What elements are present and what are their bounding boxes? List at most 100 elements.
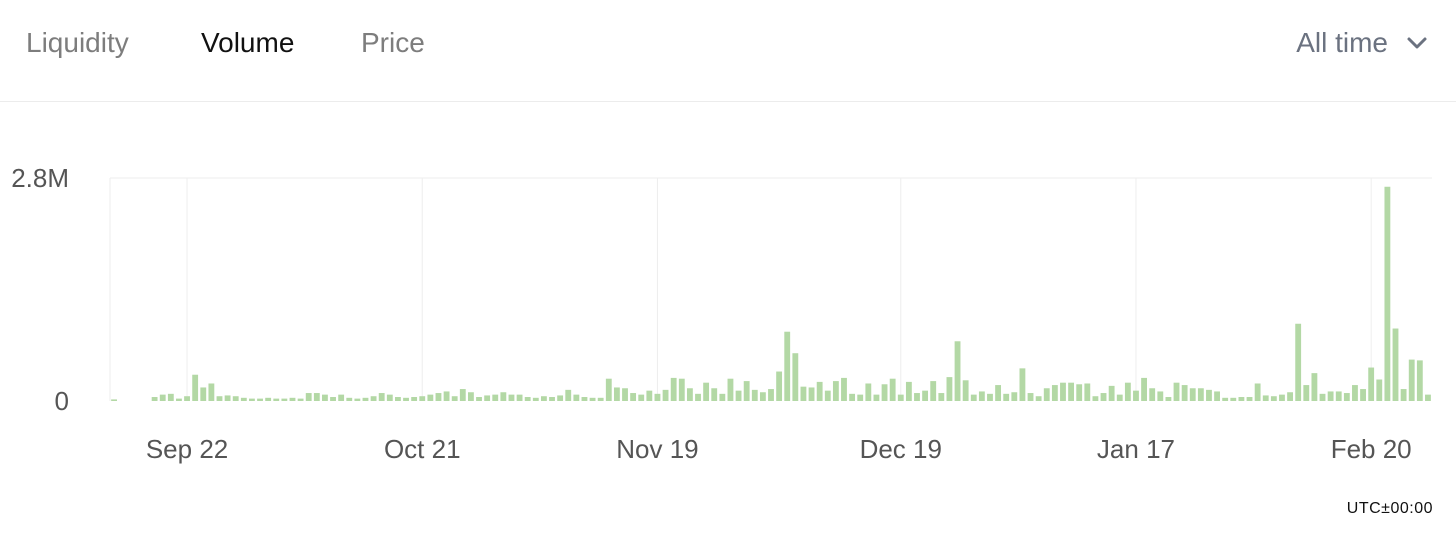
volume-bar-chart: 0 2.8M Sep 22 Oct 21 Nov 19 Dec 19 Jan 17 Feb … [11, 163, 1432, 464]
volume-bar [459, 389, 466, 401]
volume-bar [354, 398, 361, 401]
volume-bar [597, 397, 604, 401]
volume-bar [281, 398, 288, 401]
volume-bar [808, 387, 815, 401]
volume-bar [1076, 384, 1083, 401]
x-tick-label: Sep 22 [146, 434, 228, 464]
volume-bar [589, 397, 596, 401]
volume-bar [403, 397, 409, 401]
volume-bar [686, 388, 693, 401]
y-tick-label: 0 [55, 386, 69, 416]
volume-bar [1392, 328, 1399, 401]
volume-bar [1092, 396, 1099, 401]
volume-bar [922, 390, 929, 401]
volume-bar [1149, 388, 1156, 401]
volume-bar [1230, 397, 1237, 401]
volume-bar [889, 378, 896, 401]
volume-bar [1116, 394, 1123, 401]
volume-bar [370, 396, 377, 401]
volume-bar [322, 394, 328, 401]
volume-bar [1100, 393, 1107, 401]
volume-bar [881, 384, 888, 401]
time-range-label: All time [1296, 27, 1388, 58]
volume-bar [995, 385, 1002, 401]
volume-bar [792, 353, 799, 401]
volume-bar [1165, 397, 1172, 401]
volume-bar [467, 392, 474, 401]
x-tick-label: Oct 21 [384, 434, 461, 464]
volume-bar [289, 397, 296, 401]
volume-bar [1262, 395, 1269, 401]
y-tick-label: 2.8M [11, 163, 69, 193]
volume-bar [824, 390, 831, 401]
volume-bar [1327, 391, 1334, 401]
tab-price[interactable]: Price [361, 27, 425, 58]
volume-bar [841, 377, 847, 401]
volume-bar [776, 371, 783, 401]
volume-bar [1060, 382, 1066, 401]
volume-bar [938, 393, 945, 401]
time-range-dropdown[interactable]: All time [1296, 24, 1428, 62]
volume-bar [557, 395, 564, 401]
volume-bar [1189, 388, 1196, 401]
volume-bar [695, 393, 701, 401]
volume-bar [1108, 385, 1115, 401]
chart-tab-bar: Liquidity Volume Price All time [0, 0, 1456, 102]
tab-liquidity[interactable]: Liquidity [26, 27, 129, 58]
volume-bar [970, 394, 977, 401]
volume-bar [1368, 367, 1375, 401]
volume-bar [176, 398, 182, 401]
volume-bar [346, 397, 353, 401]
volume-bar [897, 394, 904, 401]
volume-bar [605, 378, 612, 401]
volume-bar [735, 390, 742, 401]
volume-bar [962, 380, 969, 401]
volume-bar [646, 390, 653, 401]
volume-bar [1352, 385, 1358, 401]
volume-bar [622, 388, 628, 401]
volume-bar [784, 331, 791, 401]
volume-bar [1287, 392, 1293, 401]
volume-bar [516, 394, 523, 401]
volume-bar [654, 393, 661, 401]
volume-bar [476, 397, 482, 401]
timezone-label: UTC±00:00 [1346, 500, 1433, 517]
volume-bar [443, 391, 450, 401]
volume-bar [362, 397, 369, 401]
volume-bar [208, 383, 215, 401]
volume-bar [1019, 368, 1026, 401]
volume-bar [1206, 389, 1212, 401]
volume-bar [184, 396, 190, 401]
volume-bar [1279, 394, 1285, 401]
volume-bar [1311, 373, 1318, 402]
volume-bar [1319, 393, 1326, 401]
volume-bar [427, 394, 434, 401]
volume-bar [378, 393, 385, 401]
volume-bar [297, 398, 304, 401]
chart-bars [111, 186, 1431, 402]
volume-bar [549, 397, 555, 401]
volume-bar [1238, 397, 1245, 401]
volume-bar [1408, 359, 1415, 401]
volume-bar [232, 396, 239, 401]
volume-bar [524, 397, 531, 401]
tab-volume[interactable]: Volume [201, 27, 295, 58]
volume-bar [1124, 382, 1131, 401]
volume-bar [451, 396, 458, 401]
volume-bar [954, 341, 961, 401]
volume-bar [816, 381, 823, 401]
volume-bar [1360, 389, 1366, 401]
volume-bar [1335, 391, 1342, 401]
volume-bar [865, 383, 872, 401]
volume-bar [711, 388, 718, 401]
volume-bar [613, 387, 620, 401]
volume-bar [857, 394, 864, 401]
volume-bar [565, 389, 572, 401]
volume-bar [987, 393, 993, 401]
volume-bar [508, 394, 515, 401]
volume-bar [435, 393, 442, 401]
volume-bar [751, 389, 758, 401]
volume-bar [240, 397, 247, 401]
volume-bar [484, 395, 491, 401]
volume-bar [1425, 394, 1431, 401]
